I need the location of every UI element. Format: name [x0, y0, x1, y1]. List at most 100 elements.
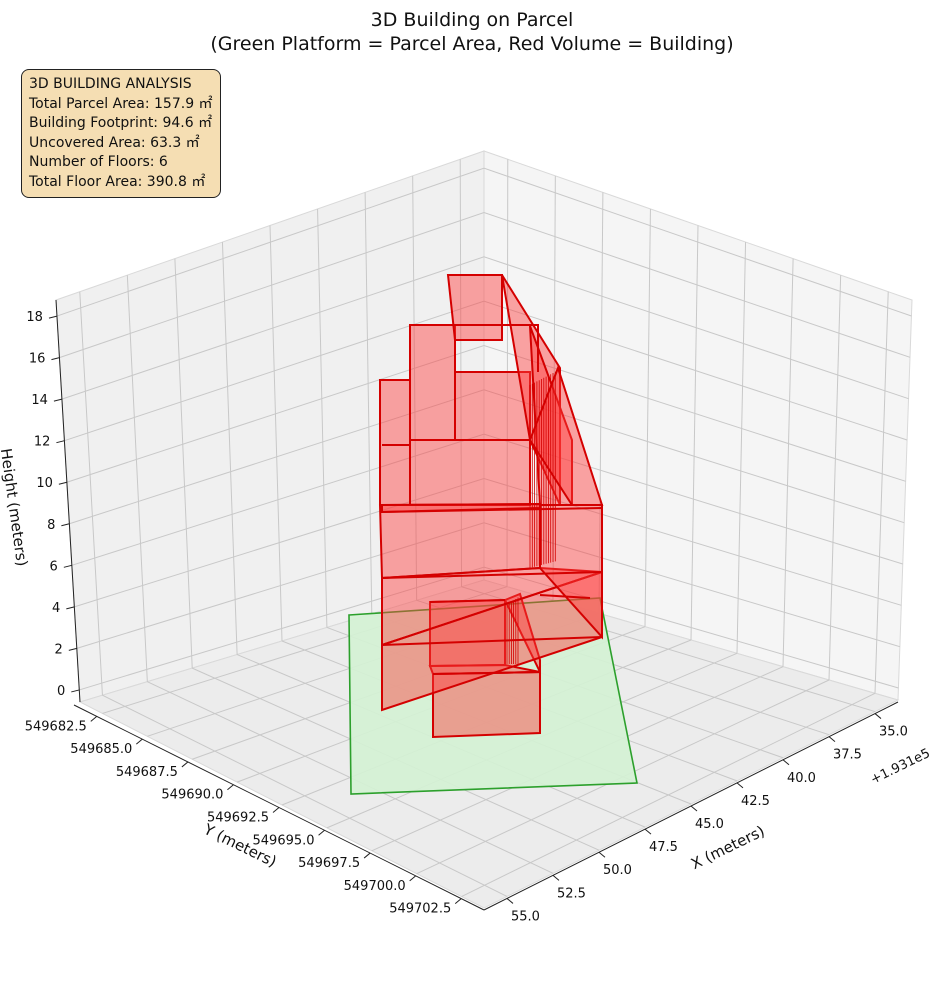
grid-line [66, 344, 906, 483]
grid-line [736, 242, 747, 654]
z-axis-label: Height (meters) [0, 447, 31, 567]
grid-line [79, 566, 899, 691]
y-tick-mark [181, 761, 189, 768]
stats-line-floors: Number of Floors: 6 [29, 154, 168, 170]
x-tick-label: 42.5 [741, 794, 770, 809]
x-ticks: 35.0 37.5 40.0 42.5 45.0 47.5 50.0 52.5 55.0 [506, 713, 908, 924]
z-tick-label: 12 [34, 435, 51, 450]
floor-outline [381, 636, 603, 646]
x-tick-label: 35.0 [879, 725, 908, 740]
grid-line [76, 522, 901, 649]
stats-annotation: 3D BUILDING ANALYSIS Total Parcel Area: … [21, 69, 221, 198]
grid-line [71, 433, 903, 566]
y-tick-label: 549682.5 [25, 719, 87, 734]
z-tick-label: 2 [55, 642, 63, 657]
grid-line [126, 275, 148, 682]
building-face [379, 379, 411, 506]
z-tick-label: 6 [50, 559, 58, 574]
building-face [409, 439, 531, 506]
building-face [378, 502, 541, 580]
y-tick-mark [454, 898, 462, 904]
grid-line [690, 225, 699, 641]
y-tick-label: 549702.5 [389, 902, 451, 917]
y-tick-mark [227, 784, 234, 791]
grid-line [174, 258, 193, 669]
grid-lines [56, 159, 912, 898]
y-tick-mark [272, 807, 280, 813]
x-tick-label: 37.5 [833, 748, 862, 763]
x-tick-label: 45.0 [695, 817, 724, 832]
y-tick-mark [90, 716, 98, 722]
z-tick-mark [63, 564, 72, 568]
chart-title: 3D Building on Parcel [371, 9, 574, 31]
stats-line-floor-area: Total Floor Area: 390.8 ㎡ [29, 173, 206, 190]
building-face [454, 371, 531, 441]
building-face [446, 274, 503, 341]
y-ticks: 549682.5 549685.0 549687.5 549690.0 549692.5… [25, 716, 462, 917]
stats-line-parcel-area: Total Parcel Area: 157.9 ㎡ [29, 95, 213, 112]
z-tick-label: 16 [29, 352, 46, 367]
y-tick-mark [363, 852, 371, 859]
grid-line [269, 225, 283, 642]
grid-line [782, 258, 794, 667]
floor-outline [379, 507, 603, 513]
x-tick-mark [782, 759, 790, 766]
z-tick-mark [61, 523, 70, 527]
z-ticks: 0 2 4 6 8 10 12 14 16 18 [26, 310, 80, 699]
z-tick-label: 0 [57, 684, 65, 699]
x-tick-mark [598, 851, 606, 858]
x-tick-mark [828, 736, 836, 743]
z-tick-mark [53, 398, 63, 402]
x-tick-label: 47.5 [649, 840, 678, 855]
z-tick-mark [58, 481, 68, 485]
grid-line [74, 477, 902, 608]
x-tick-mark [644, 828, 652, 835]
building-volume [378, 274, 604, 739]
z-tick-mark [68, 647, 77, 651]
y-tick-label: 549695.0 [253, 833, 315, 848]
floor-outline [381, 571, 603, 579]
x-tick-mark [736, 782, 744, 789]
z-tick-label: 10 [36, 476, 53, 491]
grid-line [874, 291, 889, 694]
x-tick-label: 55.0 [511, 909, 540, 924]
stats-heading: 3D BUILDING ANALYSIS [29, 76, 192, 92]
grid-line [461, 692, 876, 898]
floor-outline [429, 599, 506, 603]
x-tick-mark [552, 874, 560, 881]
parcel-platform [348, 597, 638, 795]
y-tick-label: 549692.5 [207, 811, 269, 826]
grid-line [56, 167, 912, 317]
z-tick-mark [48, 315, 58, 319]
x-tick-label: 40.0 [787, 771, 816, 786]
stats-line-footprint: Building Footprint: 94.6 ㎡ [29, 115, 213, 131]
grid-line [61, 256, 909, 400]
grid-line [364, 192, 373, 614]
chart-subtitle: (Green Platform = Parcel Area, Red Volum… [210, 33, 733, 55]
y-tick-label: 549700.0 [344, 879, 406, 894]
z-tick-label: 4 [52, 601, 60, 616]
z-tick-label: 18 [26, 310, 43, 325]
grid-line [64, 300, 908, 442]
grid-line [459, 159, 463, 587]
grid-line [69, 389, 905, 525]
floor-outline [539, 594, 591, 599]
grid-line [59, 211, 911, 359]
x-tick-mark [506, 898, 514, 904]
building-face [381, 502, 541, 514]
x-offset-label: +1.931e5 [868, 746, 932, 788]
grid-line [598, 192, 604, 614]
floor-outline [410, 324, 539, 372]
y-tick-mark [409, 875, 416, 882]
building-face [409, 324, 456, 441]
y-tick-mark [136, 738, 143, 745]
grid-line [79, 291, 103, 696]
x-tick-label: 50.0 [603, 863, 632, 878]
x-tick-label: 52.5 [557, 886, 586, 901]
y-tick-label: 549687.5 [116, 765, 178, 780]
z-tick-mark [66, 606, 75, 610]
z-axis-line [55, 299, 81, 703]
y-tick-label: 549685.0 [70, 742, 132, 757]
z-tick-mark [56, 440, 65, 444]
